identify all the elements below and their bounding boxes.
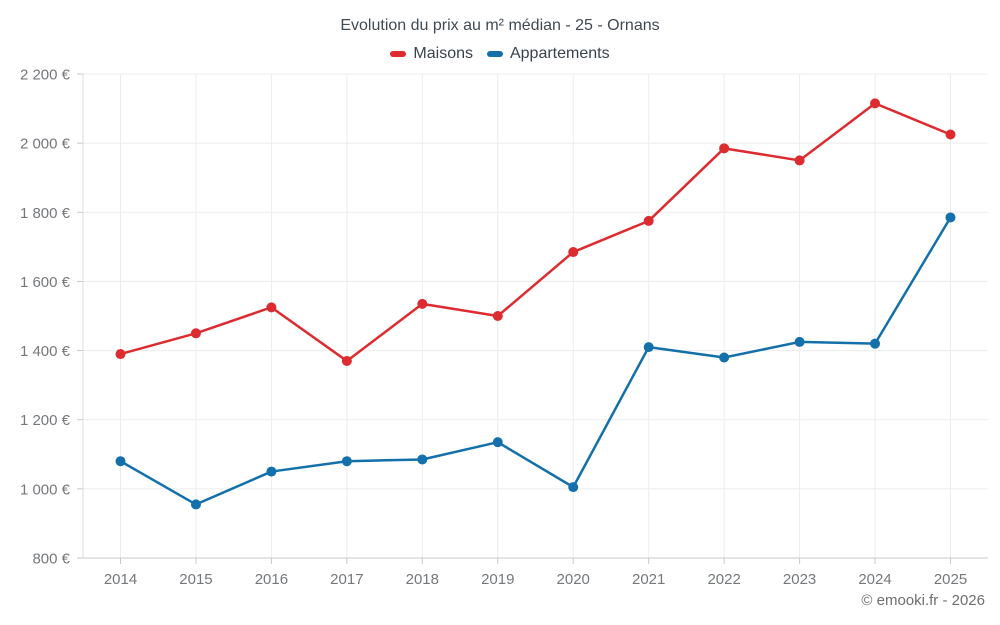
series-line	[119, 102, 952, 363]
data-point[interactable]	[945, 212, 956, 223]
y-tick-label: 1 600 €	[20, 274, 71, 291]
x-tick-label: 2024	[858, 571, 891, 588]
data-point[interactable]	[643, 215, 654, 226]
series-line	[119, 216, 952, 506]
x-tick-label: 2021	[632, 571, 665, 588]
data-point[interactable]	[417, 454, 428, 465]
y-tick-label: 2 000 €	[20, 136, 71, 153]
data-point[interactable]	[794, 155, 805, 166]
x-tick-label: 2017	[330, 571, 363, 588]
y-tick-label: 800 €	[32, 551, 70, 568]
data-point[interactable]	[794, 336, 805, 347]
data-point[interactable]	[190, 499, 201, 510]
y-tick-label: 1 800 €	[20, 205, 71, 222]
x-tick-label: 2015	[179, 571, 212, 588]
x-tick-label: 2016	[255, 571, 288, 588]
data-point[interactable]	[870, 338, 881, 349]
gridlines	[83, 73, 988, 558]
x-tick-label: 2018	[406, 571, 439, 588]
legend-label-maisons: Maisons	[413, 45, 473, 62]
data-point[interactable]	[492, 311, 503, 321]
data-point[interactable]	[643, 342, 654, 353]
axes	[77, 73, 988, 564]
data-point[interactable]	[266, 466, 277, 477]
data-point[interactable]	[945, 129, 956, 140]
y-tick-label: 1 400 €	[20, 343, 71, 360]
data-point[interactable]	[115, 456, 126, 467]
chart-title: Evolution du prix au m² médian - 25 - Or…	[340, 17, 660, 34]
x-tick-label: 2019	[481, 571, 514, 588]
legend-label-appartements: Appartements	[509, 45, 610, 62]
data-point[interactable]	[568, 482, 579, 493]
data-point[interactable]	[341, 355, 352, 366]
chart-legend: Maisons Appartements	[0, 45, 1000, 63]
data-point[interactable]	[190, 328, 201, 339]
data-point[interactable]	[492, 437, 503, 448]
y-tick-label: 1 200 €	[20, 412, 71, 429]
legend-swatch-appartements-icon	[486, 51, 503, 57]
x-tick-label: 2014	[104, 571, 137, 588]
x-tick-label: 2022	[707, 571, 740, 588]
y-tick-label: 1 000 €	[20, 481, 71, 498]
series-appartements	[115, 212, 956, 510]
data-point[interactable]	[266, 302, 277, 313]
x-tick-label: 2020	[557, 571, 590, 588]
x-tick-label: 2025	[934, 571, 967, 588]
legend-item-maisons[interactable]: Maisons	[390, 45, 473, 63]
data-point[interactable]	[341, 456, 352, 467]
legend-swatch-maisons-icon	[390, 51, 407, 57]
legend-item-appartements[interactable]: Appartements	[486, 45, 610, 63]
y-tick-label: 2 200 €	[20, 67, 71, 84]
data-point[interactable]	[870, 98, 881, 109]
x-tick-label: 2023	[783, 571, 816, 588]
data-point[interactable]	[115, 349, 126, 360]
axis-labels: 800 € 1 000 € 1 200 € 1 400 € 1 600 € 1 800 €…	[20, 67, 967, 589]
data-point[interactable]	[417, 298, 428, 309]
series-maisons	[115, 98, 956, 366]
credit-text: © emooki.fr - 2026	[861, 592, 985, 609]
data-point[interactable]	[568, 247, 579, 258]
data-point[interactable]	[719, 352, 730, 363]
data-point[interactable]	[719, 143, 730, 154]
